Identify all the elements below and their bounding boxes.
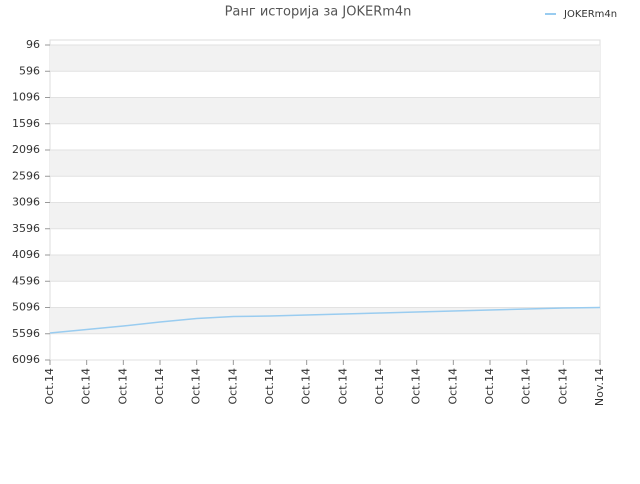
x-tick-label: Oct.14 <box>520 368 533 405</box>
x-tick-label: Oct.14 <box>263 368 276 405</box>
y-tick-label: 1096 <box>12 91 40 104</box>
y-tick-label: 2596 <box>12 169 40 182</box>
x-tick-label: Oct.14 <box>300 368 313 405</box>
x-tick-label: Oct.14 <box>153 368 166 405</box>
grid-band <box>50 307 600 334</box>
legend-label: JOKERm4n <box>563 9 617 20</box>
grid-band <box>50 150 600 177</box>
y-tick-label: 3096 <box>12 196 40 209</box>
y-tick-label: 3596 <box>12 222 40 235</box>
grid-band <box>50 97 600 124</box>
x-tick-label: Nov.14 <box>593 368 606 406</box>
series-line <box>49 306 601 334</box>
x-tick-label: Oct.14 <box>190 368 203 405</box>
x-tick-label: Oct.14 <box>556 368 569 405</box>
y-tick-label: 6096 <box>12 353 40 366</box>
y-tick-label: 5596 <box>12 327 40 340</box>
x-tick-label: Oct.14 <box>336 368 349 405</box>
y-tick-label: 1596 <box>12 117 40 130</box>
grid-band <box>50 255 600 282</box>
grid-band <box>50 45 600 72</box>
x-tick-label: Oct.14 <box>116 368 129 405</box>
grid-band <box>50 202 600 229</box>
x-tick-label: Oct.14 <box>226 368 239 405</box>
y-tick-label: 596 <box>19 64 40 77</box>
y-tick-label: 4596 <box>12 274 40 287</box>
x-tick-label: Oct.14 <box>80 368 93 405</box>
x-tick-label: Oct.14 <box>446 368 459 405</box>
chart-title: Ранг историја за JOKERm4n <box>225 5 412 20</box>
y-tick-label: 5096 <box>12 301 40 314</box>
x-tick-label: Oct.14 <box>410 368 423 405</box>
plot-area <box>49 39 601 361</box>
y-tick-label: 96 <box>26 38 40 51</box>
x-tick-label: Oct.14 <box>43 368 56 405</box>
y-tick-label: 2096 <box>12 143 40 156</box>
x-tick-label: Oct.14 <box>373 368 386 405</box>
y-tick-label: 4096 <box>12 248 40 261</box>
x-tick-label: Oct.14 <box>483 368 496 405</box>
